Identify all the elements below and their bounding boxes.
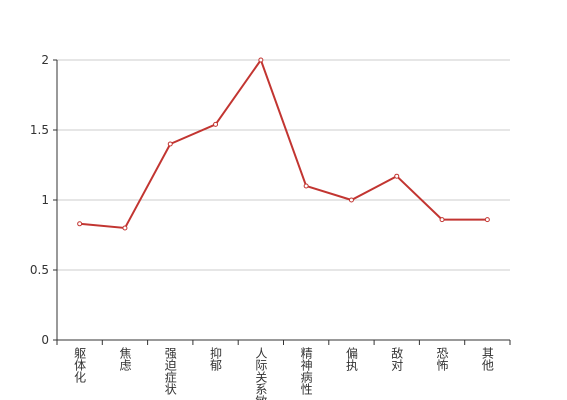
x-tick-label: 焦虑	[118, 347, 132, 371]
point	[213, 121, 219, 127]
point	[484, 217, 490, 223]
x-tick-label: 其他	[480, 347, 494, 371]
y-tick-label: 1.5	[30, 123, 49, 137]
x-tick-label: 精神病性	[299, 347, 313, 396]
y-tick-label: 0.5	[30, 263, 49, 277]
point	[303, 183, 309, 189]
x-tick-label: 强迫症状	[163, 347, 177, 395]
y-tick-label: 0	[41, 333, 49, 347]
point	[258, 57, 264, 63]
point	[348, 197, 354, 203]
point	[439, 217, 445, 223]
x-tick-label: 抑郁	[209, 346, 223, 372]
y-tick-label: 1	[41, 193, 49, 207]
point	[167, 141, 173, 147]
line	[79, 57, 488, 230]
y-tick-label: 2	[41, 53, 49, 67]
x-tick-label: 躯体化	[73, 346, 87, 384]
point	[122, 225, 128, 231]
point	[77, 221, 83, 227]
x-tick-label: 偏执	[344, 346, 358, 372]
x-tick-label: 恐怖	[435, 347, 449, 371]
x-tick-label: 人际关系敏感	[254, 347, 268, 400]
point	[394, 173, 400, 179]
x-tick-label: 敌对	[390, 346, 404, 371]
